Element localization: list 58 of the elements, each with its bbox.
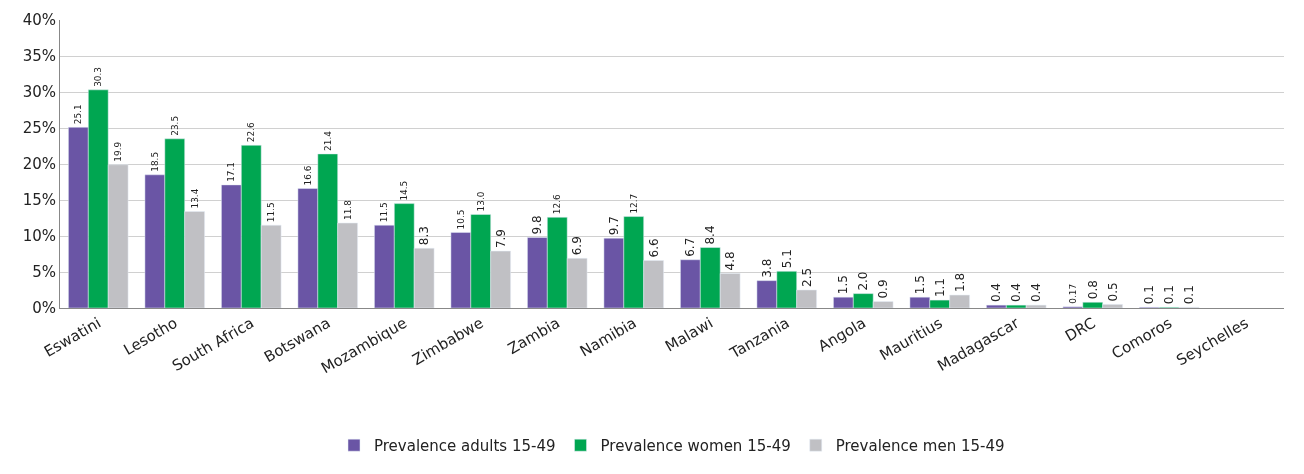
data-label: 0.9 bbox=[876, 279, 891, 299]
data-label: 13.4 bbox=[189, 188, 200, 209]
legend-label: Prevalence adults 15-49 bbox=[374, 437, 556, 456]
y-tick-label: 40% bbox=[22, 11, 56, 30]
data-label: 8.4 bbox=[703, 225, 718, 245]
data-label: 25.1 bbox=[73, 104, 84, 125]
data-label: 5.1 bbox=[779, 249, 794, 269]
y-tick-label: 0% bbox=[32, 299, 56, 318]
data-label: 11.8 bbox=[342, 199, 353, 221]
data-label: 0.1 bbox=[1182, 285, 1197, 305]
data-label: 7.9 bbox=[493, 229, 508, 249]
data-label: 13.0 bbox=[475, 191, 486, 212]
y-tick-label: 30% bbox=[22, 83, 56, 102]
data-label: 3.8 bbox=[759, 258, 774, 278]
data-label: 0.5 bbox=[1105, 282, 1120, 302]
data-label: 18.5 bbox=[149, 151, 160, 172]
data-label: 19.9 bbox=[113, 141, 124, 162]
legend-label: Prevalence women 15-49 bbox=[600, 437, 791, 456]
data-label: 11.5 bbox=[379, 202, 390, 223]
y-tick-label: 15% bbox=[22, 191, 56, 210]
data-label: 9.7 bbox=[606, 216, 621, 236]
data-label: 21.4 bbox=[322, 130, 333, 151]
data-label: 4.8 bbox=[723, 251, 738, 271]
data-label: 6.7 bbox=[683, 237, 698, 257]
data-label: 10.5 bbox=[455, 209, 466, 230]
data-label: 2.0 bbox=[856, 271, 871, 291]
y-tick-label: 10% bbox=[22, 227, 56, 246]
data-label: 0.1 bbox=[1162, 285, 1177, 305]
data-label: 6.6 bbox=[646, 238, 661, 258]
data-label: 17.1 bbox=[226, 162, 237, 182]
data-label: 0.17 bbox=[1067, 283, 1078, 304]
data-label: 2.5 bbox=[799, 267, 814, 287]
data-label: 9.8 bbox=[530, 215, 545, 235]
data-label: 1.5 bbox=[912, 275, 927, 295]
data-label: 22.6 bbox=[246, 122, 257, 143]
data-label: 16.6 bbox=[302, 165, 313, 186]
legend-label: Prevalence men 15-49 bbox=[835, 437, 1005, 456]
data-label: 1.1 bbox=[932, 277, 947, 298]
data-label: 8.3 bbox=[417, 226, 432, 246]
data-label: 6.9 bbox=[570, 236, 585, 256]
data-label: 11.5 bbox=[266, 202, 277, 223]
data-label: 1.5 bbox=[836, 275, 851, 295]
data-label: 0.4 bbox=[989, 283, 1004, 303]
data-label: 14.5 bbox=[399, 180, 410, 201]
data-label: 0.8 bbox=[1085, 280, 1100, 300]
data-label: 12.6 bbox=[552, 194, 563, 215]
data-label: 23.5 bbox=[169, 115, 180, 136]
data-label: 0.4 bbox=[1009, 283, 1024, 303]
x-tick-label: DRC bbox=[1062, 313, 1099, 346]
data-label: 1.8 bbox=[952, 272, 967, 293]
y-tick-label: 5% bbox=[32, 263, 56, 282]
y-tick-label: 35% bbox=[22, 47, 56, 66]
data-label: 30.3 bbox=[93, 66, 104, 87]
data-label: 0.4 bbox=[1029, 283, 1044, 303]
y-tick-label: 25% bbox=[22, 119, 56, 138]
y-tick-label: 20% bbox=[22, 155, 56, 174]
data-label: 0.1 bbox=[1142, 285, 1157, 305]
data-label: 12.7 bbox=[628, 193, 639, 214]
